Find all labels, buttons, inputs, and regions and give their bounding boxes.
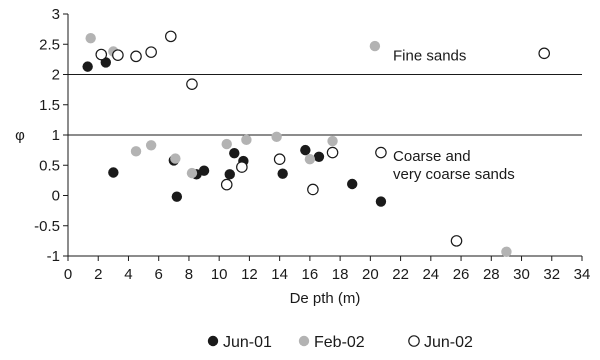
data-point-jun-01 — [347, 178, 358, 190]
data-point-jun-02 — [112, 49, 124, 61]
x-tick-label: 30 — [513, 266, 530, 283]
y-tick-label: 2 — [52, 67, 60, 84]
x-tick-label: 34 — [574, 266, 591, 283]
data-point-jun-02 — [236, 161, 248, 173]
y-tick-label: -0.5 — [34, 218, 60, 235]
x-tick-label: 20 — [362, 266, 379, 283]
data-point-feb-02 — [186, 167, 198, 179]
data-point-jun-01 — [171, 191, 183, 202]
legend-label-jun-02: Jun-02 — [424, 334, 473, 351]
x-axis-label: De pth (m) — [290, 290, 361, 307]
data-point-jun-01 — [277, 168, 288, 179]
data-point-jun-02 — [130, 50, 142, 63]
x-tick-label: 10 — [211, 266, 228, 283]
data-point-feb-02 — [241, 134, 252, 146]
x-tick-label: 24 — [422, 266, 439, 283]
data-point-jun-02 — [375, 146, 387, 159]
legend-marker-jun-02 — [408, 335, 420, 347]
data-point-feb-02 — [145, 140, 157, 151]
annotation-fine-sands: Fine sands — [393, 48, 466, 65]
x-tick-label: 26 — [453, 266, 470, 283]
y-tick-label: 1.5 — [39, 97, 60, 114]
y-tick-label: 3 — [52, 6, 60, 23]
legend-label-feb-02: Feb-02 — [314, 334, 365, 351]
data-point-jun-01 — [375, 196, 387, 207]
data-point-jun-02 — [538, 47, 551, 60]
y-tick-label: -1 — [47, 248, 60, 265]
data-point-jun-02 — [95, 48, 108, 61]
annotation-coarse-sands-line2: very coarse sands — [393, 166, 515, 183]
data-point-feb-02 — [170, 153, 181, 164]
data-point-jun-02 — [220, 178, 233, 191]
data-point-jun-02 — [165, 30, 177, 43]
data-point-jun-02 — [307, 183, 319, 196]
data-point-jun-01 — [300, 144, 311, 156]
data-point-feb-02 — [327, 135, 338, 147]
x-tick-label: 18 — [332, 266, 349, 283]
data-point-jun-01 — [108, 167, 119, 178]
legend: Jun-01 Feb-02 Jun-02 — [207, 334, 473, 351]
data-point-feb-02 — [271, 131, 282, 143]
legend-marker-feb-02 — [298, 335, 310, 347]
data-point-jun-01 — [198, 165, 210, 176]
x-tick-label: 32 — [543, 266, 560, 283]
data-point-jun-01 — [313, 151, 325, 162]
data-point-jun-01 — [82, 61, 93, 72]
reference-lines — [68, 74, 582, 136]
data-point-jun-02 — [450, 235, 463, 247]
data-point-jun-01 — [224, 169, 235, 180]
legend-marker-jun-01 — [207, 335, 219, 347]
x-tick-label: 14 — [271, 266, 288, 283]
x-tick-label: 4 — [124, 266, 132, 283]
y-tick-label: 0.5 — [39, 157, 60, 174]
axes: -1-0.500.511.522.530 2 4 6 8 10 12 14 16 18 20 22 24… — [34, 6, 590, 283]
x-tick-label: 0 — [64, 266, 72, 283]
data-point-feb-02 — [369, 40, 381, 52]
x-tick-label: 8 — [185, 266, 193, 283]
data-point-jun-02 — [326, 146, 339, 159]
data-point-feb-02 — [130, 146, 142, 157]
data-point-feb-02 — [85, 33, 96, 44]
annotation-coarse-sands-line1: Coarse and — [393, 148, 471, 165]
legend-label-jun-01: Jun-01 — [223, 334, 272, 351]
data-point-feb-02 — [501, 246, 512, 257]
data-point-feb-02 — [304, 154, 316, 165]
x-tick-label: 12 — [241, 266, 258, 283]
x-tick-label: 2 — [94, 266, 102, 283]
data-point-jun-02 — [145, 46, 157, 58]
data-point-jun-01 — [229, 147, 240, 159]
y-tick-label: 2.5 — [39, 36, 60, 53]
x-tick-label: 6 — [155, 266, 163, 283]
x-tick-label: 22 — [392, 266, 409, 283]
x-tick-label: 16 — [302, 266, 319, 283]
y-axis-label: φ — [15, 127, 25, 144]
data-points — [82, 30, 551, 257]
data-point-jun-02 — [273, 153, 286, 165]
y-tick-label: 1 — [52, 127, 60, 144]
data-point-jun-02 — [186, 78, 198, 90]
x-tick-label: 28 — [483, 266, 500, 283]
y-tick-label: 0 — [52, 188, 60, 205]
data-point-feb-02 — [221, 138, 232, 150]
